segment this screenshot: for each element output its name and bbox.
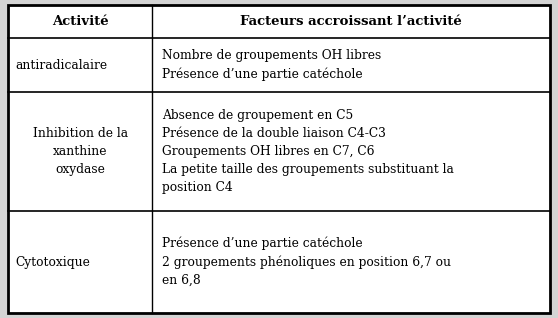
- Text: Inhibition de la
xanthine
oxydase: Inhibition de la xanthine oxydase: [32, 127, 128, 176]
- Text: Absence de groupement en C5
Présence de la double liaison C4-C3
Groupements OH l: Absence de groupement en C5 Présence de …: [162, 109, 454, 194]
- Text: Activité: Activité: [52, 15, 108, 28]
- Text: Facteurs accroissant l’activité: Facteurs accroissant l’activité: [240, 15, 461, 28]
- Text: antiradicalaire: antiradicalaire: [15, 59, 107, 72]
- Text: Présence d’une partie catéchole
2 groupements phénoliques en position 6,7 ou
en : Présence d’une partie catéchole 2 groupe…: [162, 237, 451, 287]
- Text: Nombre de groupements OH libres
Présence d’une partie catéchole: Nombre de groupements OH libres Présence…: [162, 49, 381, 81]
- Text: Cytotoxique: Cytotoxique: [15, 256, 90, 268]
